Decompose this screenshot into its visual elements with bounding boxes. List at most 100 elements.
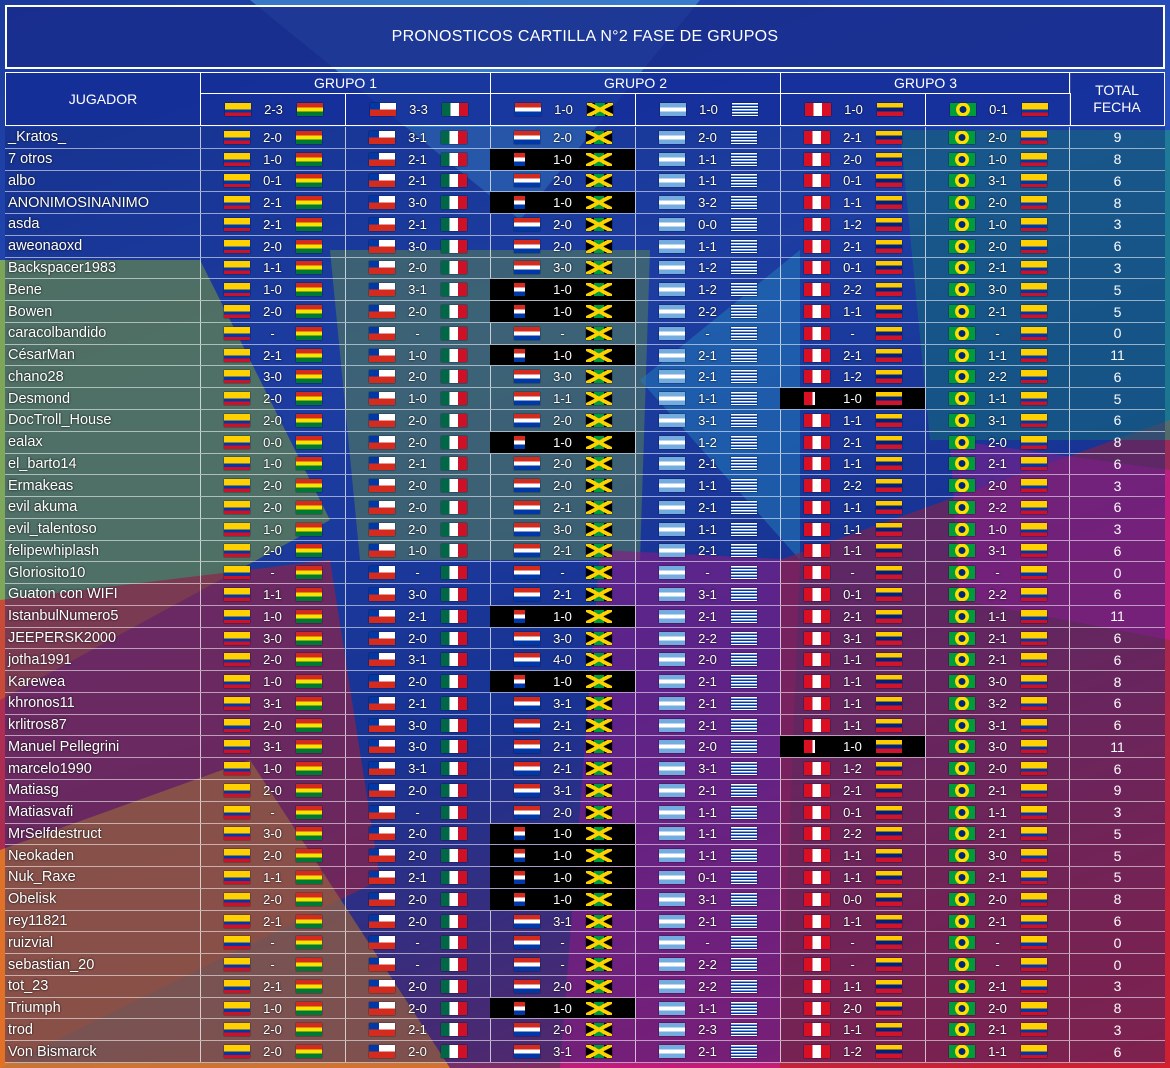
- pick-cell: 2-0: [200, 889, 345, 910]
- pick-score: 1-1: [843, 521, 862, 537]
- flag: [731, 936, 757, 950]
- divider: [490, 366, 491, 388]
- divider: [780, 975, 781, 997]
- pick-score: 2-0: [988, 195, 1007, 211]
- flag: [731, 392, 757, 406]
- divider: [1069, 235, 1070, 257]
- divider: [1069, 823, 1070, 845]
- pick-cell: 4-0: [490, 649, 635, 670]
- flag: [659, 1023, 685, 1037]
- flag: [586, 435, 612, 449]
- flag: [296, 1001, 322, 1015]
- divider: [635, 1019, 636, 1041]
- pick-score: 0-0: [843, 891, 862, 907]
- flag: [224, 718, 250, 732]
- divider: [780, 279, 781, 301]
- flag: [514, 392, 540, 406]
- divider: [1069, 801, 1070, 823]
- total-points: 6: [1113, 499, 1122, 516]
- flag: [659, 196, 685, 210]
- pick-cell: 2-1: [925, 1019, 1070, 1040]
- flag: [659, 152, 685, 166]
- flag: [224, 413, 250, 427]
- flag: [731, 435, 757, 449]
- total-points: 3: [1113, 216, 1122, 233]
- flag: [804, 609, 830, 623]
- pick-cell: 1-1: [780, 911, 925, 932]
- pick-cell: 1-2: [635, 432, 780, 453]
- pick-cell: 2-0: [490, 236, 635, 257]
- flag: [369, 196, 395, 210]
- pick-score: 1-2: [843, 216, 862, 232]
- flag: [876, 870, 902, 884]
- pick-cell: 2-0: [200, 845, 345, 866]
- pick-cell: 3-0: [490, 628, 635, 649]
- flag: [514, 522, 540, 536]
- divider: [635, 888, 636, 910]
- flag: [296, 1023, 322, 1037]
- flag: [224, 217, 250, 231]
- flag: [369, 914, 395, 928]
- pick-cell: 1-1: [635, 236, 780, 257]
- pick-score: 2-1: [553, 586, 572, 602]
- flag: [587, 103, 613, 116]
- pick-cell: 1-1: [200, 867, 345, 888]
- flag: [441, 849, 467, 863]
- divider: [1069, 1019, 1070, 1041]
- divider: [925, 431, 926, 453]
- flag: [1021, 239, 1047, 253]
- flag: [369, 174, 395, 188]
- flag: [1021, 1023, 1047, 1037]
- pick-score: 3-1: [263, 739, 282, 755]
- flag: [876, 479, 902, 493]
- flag: [441, 457, 467, 471]
- pick-score: 1-0: [525, 999, 600, 1017]
- flag: [441, 130, 467, 144]
- pick-score: 2-0: [263, 129, 282, 145]
- pick-score: 3-1: [988, 543, 1007, 559]
- flag: [224, 675, 250, 689]
- pick-score: 2-1: [263, 347, 282, 363]
- pick-score: 2-1: [698, 456, 717, 472]
- player-name: _Kratos_: [8, 129, 67, 146]
- flag: [659, 827, 685, 841]
- divider: [780, 148, 781, 170]
- divider: [925, 888, 926, 910]
- divider: [925, 366, 926, 388]
- flag: [224, 1045, 250, 1059]
- pick-cell: 1-1: [780, 693, 925, 714]
- pick-cell: 2-0: [635, 736, 780, 757]
- flag: [876, 805, 902, 819]
- pick-cell: -: [345, 802, 490, 823]
- divider: [345, 366, 346, 388]
- pick-score: 2-0: [553, 478, 572, 494]
- divider: [635, 714, 636, 736]
- group-header: GRUPO 1: [200, 72, 491, 94]
- flag: [804, 696, 830, 710]
- flag: [731, 152, 757, 166]
- divider: [780, 1041, 781, 1062]
- pick-cell: 1-1: [925, 802, 1070, 823]
- divider: [200, 562, 201, 584]
- pick-cell: 1-1: [780, 976, 925, 997]
- flag: [441, 196, 467, 210]
- pick-score: 1-1: [843, 913, 862, 929]
- flag: [369, 653, 395, 667]
- pick-score: 2-0: [263, 412, 282, 428]
- player-name: Nuk_Raxe: [8, 869, 76, 886]
- flag: [224, 587, 250, 601]
- divider: [635, 910, 636, 932]
- pick-cell: 0-1: [780, 258, 925, 279]
- flag: [224, 762, 250, 776]
- flag: [659, 631, 685, 645]
- pick-cell: 1-0: [345, 541, 490, 562]
- total-points: 5: [1113, 847, 1122, 864]
- flag: [876, 1001, 902, 1015]
- pick-score: 3-1: [698, 761, 717, 777]
- pick-cell: 2-0: [200, 1019, 345, 1040]
- flag: [586, 653, 612, 667]
- flag: [659, 979, 685, 993]
- divider: [925, 1019, 926, 1041]
